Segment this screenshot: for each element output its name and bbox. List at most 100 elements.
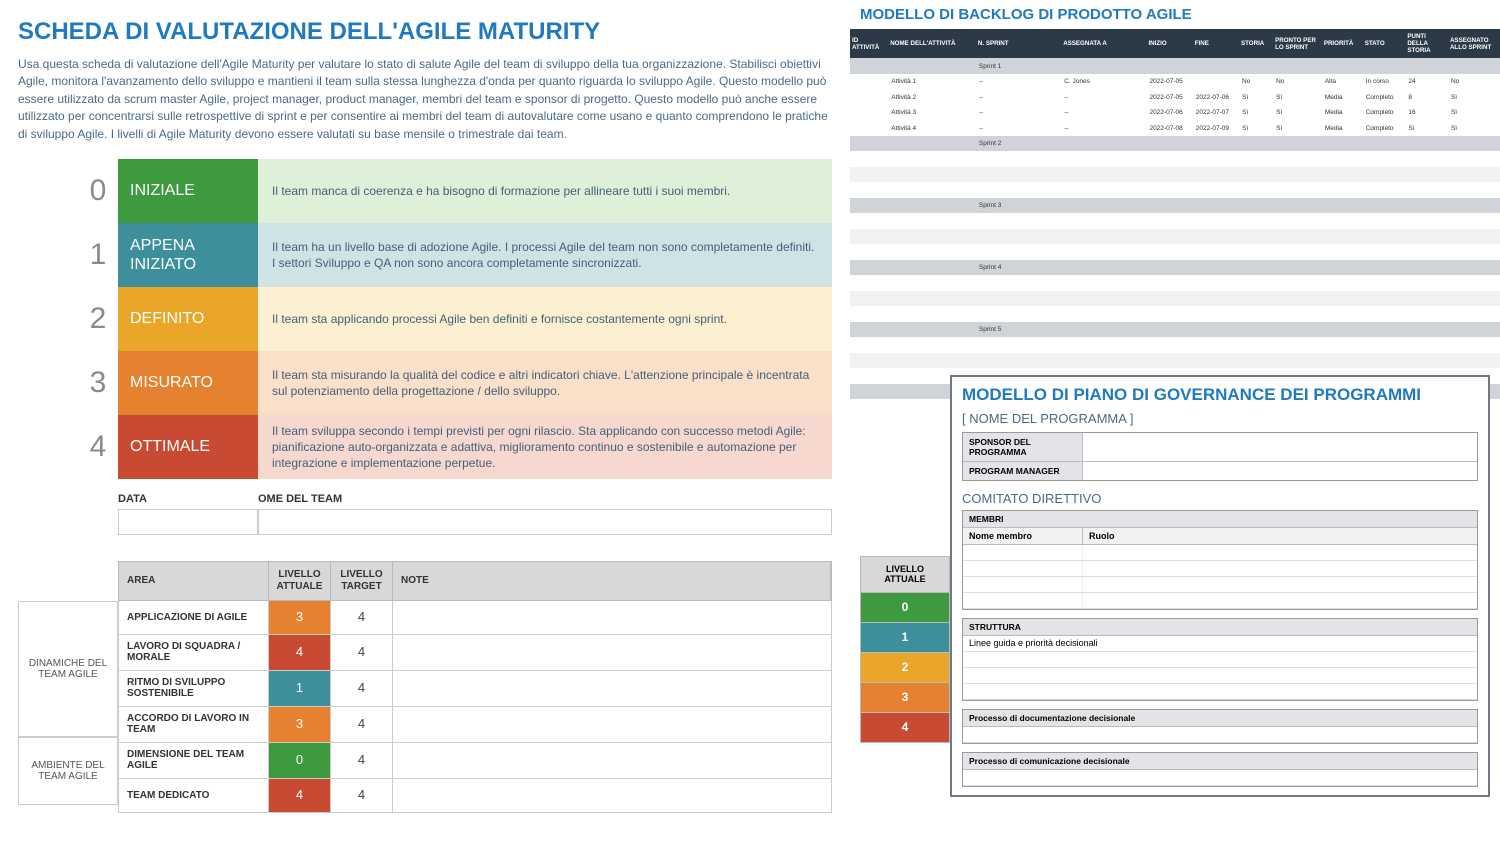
backlog-cell[interactable] [850,89,888,105]
area-note[interactable] [393,707,831,742]
backlog-cell[interactable]: -- [976,105,1061,121]
backlog-cell[interactable]: No [1239,74,1273,90]
gov-title: MODELLO DI PIANO DI GOVERNANCE DEI PROGR… [962,385,1478,405]
date-input[interactable] [118,509,258,535]
area-target[interactable]: 4 [331,601,393,634]
area-target[interactable]: 4 [331,671,393,706]
area-note[interactable] [393,743,831,778]
level-row: 3MISURATOIl team sta misurando la qualit… [78,351,832,415]
backlog-cell[interactable]: Media [1322,120,1363,136]
backlog-cell[interactable]: No [1273,74,1322,90]
backlog-cell[interactable]: -- [1061,120,1146,136]
backlog-row [850,291,1500,307]
area-current[interactable]: 4 [269,779,331,812]
team-name-input[interactable] [258,509,832,535]
backlog-row: Sprint 3 [850,198,1500,214]
backlog-cell[interactable] [850,120,888,136]
backlog-cell[interactable]: Sì [1273,120,1322,136]
backlog-cell[interactable]: Sì [1448,120,1500,136]
backlog-cell[interactable]: -- [1061,89,1146,105]
backlog-cell[interactable]: -- [1061,105,1146,121]
area-current[interactable]: 3 [269,707,331,742]
backlog-cell[interactable]: 16 [1405,105,1448,121]
gov-members-hdr-name: Nome membro [963,528,1083,544]
area-group: DINAMICHE DEL TEAM AGILE [18,601,118,737]
backlog-cell[interactable]: Media [1322,105,1363,121]
backlog-cell[interactable]: No [1448,74,1500,90]
backlog-cell[interactable]: Attività 1 [888,74,976,90]
backlog-cell[interactable]: -- [976,74,1061,90]
gov-top-label: SPONSOR DEL PROGRAMMA [963,433,1083,461]
area-current[interactable]: 3 [269,601,331,634]
legend-cell: 2 [860,653,950,683]
area-target[interactable]: 4 [331,707,393,742]
backlog-row: Attività 2----2022-07-052022-07-06SìSìMe… [850,89,1500,105]
gov-member-row[interactable] [963,593,1477,609]
backlog-cell[interactable]: Completo [1363,120,1406,136]
gov-block-row[interactable] [963,684,1477,700]
backlog-cell[interactable]: -- [976,120,1061,136]
backlog-cell[interactable]: Sì [1239,89,1273,105]
backlog-cell[interactable]: Completo [1363,89,1406,105]
area-note[interactable] [393,671,831,706]
backlog-panel: MODELLO DI BACKLOG DI PRODOTTO AGILE ID … [850,0,1500,399]
area-target[interactable]: 4 [331,635,393,670]
gov-block-row[interactable] [963,652,1477,668]
gov-top-value[interactable] [1083,433,1477,461]
gov-block-header: STRUTTURA [963,619,1477,636]
backlog-cell[interactable] [1193,74,1239,90]
maturity-scorecard: SCHEDA DI VALUTAZIONE DELL'AGILE MATURIT… [0,0,850,844]
backlog-cell[interactable]: Sì [1405,120,1448,136]
backlog-cell[interactable]: 2022-07-06 [1146,105,1192,121]
gov-block-row[interactable] [963,668,1477,684]
backlog-cell[interactable] [850,74,888,90]
area-current[interactable]: 0 [269,743,331,778]
backlog-cell[interactable]: Attività 3 [888,105,976,121]
backlog-cell[interactable]: In corso [1363,74,1406,90]
area-group-col: DINAMICHE DEL TEAM AGILEAMBIENTE DEL TEA… [18,561,118,813]
gov-top-row: PROGRAM MANAGER [963,462,1477,480]
gov-members-hdr-role: Ruolo [1083,528,1477,544]
backlog-cell[interactable]: Alta [1322,74,1363,90]
backlog-cell[interactable] [850,105,888,121]
backlog-cell[interactable]: Completo [1363,105,1406,121]
area-current[interactable]: 4 [269,635,331,670]
backlog-cell[interactable]: 2022-07-05 [1146,89,1192,105]
area-note[interactable] [393,635,831,670]
backlog-col-header: ID ATTIVITÀ [850,29,888,58]
backlog-cell[interactable]: 2022-07-07 [1193,105,1239,121]
backlog-cell[interactable]: Media [1322,89,1363,105]
gov-member-row[interactable] [963,545,1477,561]
area-target[interactable]: 4 [331,743,393,778]
area-note[interactable] [393,779,831,812]
backlog-cell[interactable]: 24 [1405,74,1448,90]
backlog-cell[interactable]: Sì [1273,89,1322,105]
area-target[interactable]: 4 [331,779,393,812]
area-note[interactable] [393,601,831,634]
gov-members-top: MEMBRI [963,511,1477,528]
level-label: INIZIALE [118,159,258,223]
area-name: LAVORO DI SQUADRA / MORALE [119,635,269,670]
backlog-cell[interactable]: 2022-07-05 [1146,74,1192,90]
backlog-cell[interactable]: Sì [1239,120,1273,136]
backlog-cell[interactable]: 2022-07-09 [1193,120,1239,136]
backlog-cell[interactable]: Attività 2 [888,89,976,105]
backlog-col-header: STORIA [1239,29,1273,58]
backlog-cell[interactable]: Sì [1273,105,1322,121]
backlog-cell[interactable]: Sì [1448,105,1500,121]
backlog-cell[interactable]: Sì [1448,89,1500,105]
area-current[interactable]: 1 [269,671,331,706]
gov-member-row[interactable] [963,561,1477,577]
backlog-cell[interactable]: 8 [1405,89,1448,105]
gov-member-row[interactable] [963,577,1477,593]
backlog-cell[interactable]: 2022-07-08 [1146,120,1192,136]
gov-top-value[interactable] [1083,462,1477,480]
gov-block-row[interactable]: Linee guida e priorità decisionali [963,636,1477,652]
backlog-cell[interactable]: -- [976,89,1061,105]
backlog-cell[interactable]: 2022-07-06 [1193,89,1239,105]
backlog-cell[interactable]: Sì [1239,105,1273,121]
gov-block-row[interactable] [963,770,1477,786]
backlog-cell[interactable]: C. Jones [1061,74,1146,90]
backlog-cell[interactable]: Attività 4 [888,120,976,136]
gov-block-row[interactable] [963,727,1477,743]
